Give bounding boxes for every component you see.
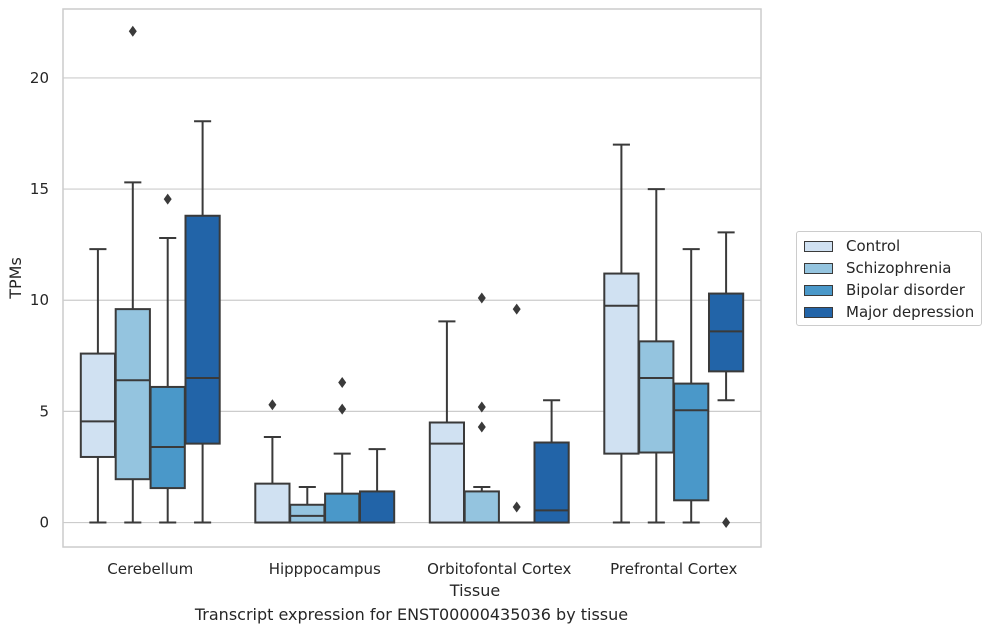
- y-tick-label-20: 20: [30, 69, 49, 87]
- box-prefrontal-cortex-control: [603, 272, 640, 455]
- outlier-orbitofontal-cortex-schizophrenia-0: [477, 292, 486, 304]
- legend-swatch-schizophrenia: [804, 262, 833, 274]
- y-tick-label-10: 10: [30, 291, 49, 309]
- x-tick-label-prefrontal-cortex: Prefrontal Cortex: [610, 560, 737, 578]
- legend-item-control: Control: [804, 236, 900, 256]
- box-hipppocampus-major-depression: [358, 490, 396, 524]
- outlier-hipppocampus-control-0: [268, 399, 277, 411]
- x-tick-label-orbitofontal-cortex: Orbitofontal Cortex: [427, 560, 571, 578]
- box-orbitofontal-cortex-schizophrenia: [463, 490, 500, 524]
- y-tick-label-0: 0: [39, 514, 49, 532]
- outlier-cerebellum-schizophrenia-0: [128, 25, 137, 37]
- box-cerebellum-control: [79, 352, 117, 458]
- box-cerebellum-major-depression: [184, 214, 221, 445]
- x-tick-label-cerebellum: Cerebellum: [107, 560, 193, 578]
- outlier-orbitofontal-cortex-bipolar-disorder-1: [512, 501, 521, 513]
- legend-item-schizophrenia: Schizophrenia: [804, 258, 951, 278]
- outlier-cerebellum-bipolar-disorder-0: [163, 193, 172, 205]
- legend-swatch-bipolar-disorder: [804, 284, 833, 296]
- legend-item-bipolar-disorder: Bipolar disorder: [804, 280, 965, 300]
- y-tick-label-15: 15: [30, 180, 49, 198]
- figure-caption: Transcript expression for ENST0000043503…: [194, 605, 629, 624]
- outlier-hipppocampus-bipolar-disorder-1: [338, 403, 347, 415]
- outlier-orbitofontal-cortex-schizophrenia-2: [477, 421, 486, 433]
- legend-swatch-control: [804, 240, 833, 252]
- legend-item-major-depression: Major depression: [804, 302, 974, 322]
- box-cerebellum-schizophrenia: [114, 308, 151, 481]
- box-cerebellum-bipolar-disorder: [149, 385, 186, 490]
- box-hipppocampus-schizophrenia: [289, 503, 326, 524]
- box-prefrontal-cortex-schizophrenia: [638, 340, 675, 454]
- legend-label-major-depression: Major depression: [846, 303, 975, 321]
- outlier-hipppocampus-bipolar-disorder-0: [338, 376, 347, 388]
- x-tick-label-hipppocampus: Hipppocampus: [269, 560, 381, 578]
- legend-label-control: Control: [846, 237, 901, 255]
- plot-frame: [62, 8, 762, 548]
- outlier-orbitofontal-cortex-schizophrenia-1: [477, 401, 486, 413]
- legend-label-bipolar-disorder: Bipolar disorder: [846, 281, 965, 299]
- x-axis-label: Tissue: [449, 581, 500, 600]
- legend: Control Schizophrenia Bipolar disorder M…: [796, 231, 982, 326]
- box-hipppocampus-control: [254, 482, 291, 524]
- y-tick-label-5: 5: [39, 402, 49, 420]
- outlier-orbitofontal-cortex-bipolar-disorder-0: [512, 303, 521, 315]
- outlier-prefrontal-cortex-major-depression-0: [722, 517, 731, 529]
- box-prefrontal-cortex-bipolar-disorder: [673, 382, 710, 502]
- box-prefrontal-cortex-major-depression: [707, 292, 745, 373]
- legend-label-schizophrenia: Schizophrenia: [846, 259, 952, 277]
- box-orbitofontal-cortex-major-depression: [533, 441, 570, 524]
- box-hipppocampus-bipolar-disorder: [324, 492, 361, 524]
- legend-swatch-major-depression: [804, 306, 833, 318]
- box-orbitofontal-cortex-control: [428, 421, 466, 524]
- y-axis-label: TPMs: [6, 257, 25, 300]
